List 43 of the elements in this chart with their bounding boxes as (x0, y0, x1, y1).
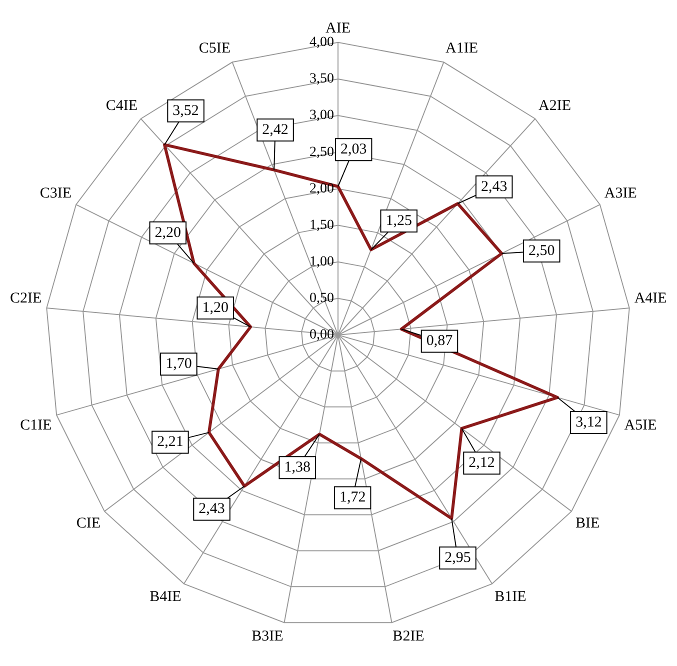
spoke-label: C2IE (10, 290, 42, 306)
spoke-label: CIE (76, 515, 101, 532)
data-label: 2,95 (444, 550, 471, 566)
spoke-label: B4IE (150, 588, 182, 605)
data-label: 1,38 (284, 460, 310, 476)
spoke-label: A5IE (624, 417, 657, 434)
spoke-label: C5IE (198, 40, 230, 56)
spoke-label: BIE (575, 515, 600, 532)
data-label: 1,25 (386, 212, 412, 229)
y-tick-label: 1,50 (310, 218, 334, 233)
y-tick-label: 0,50 (310, 291, 334, 306)
spoke-label: C1IE (20, 417, 52, 434)
data-label: 2,43 (480, 178, 508, 195)
y-tick-label: 4,00 (310, 35, 334, 50)
spoke-label: C3IE (40, 185, 72, 202)
data-label: 2,20 (154, 224, 182, 241)
data-label: 2,21 (157, 434, 184, 450)
y-tick-label: 2,50 (310, 144, 334, 160)
spoke-label: B2IE (392, 628, 424, 644)
data-label: 2,42 (262, 122, 288, 138)
data-label: 1,20 (202, 300, 228, 316)
data-label: 1,72 (339, 490, 366, 506)
y-tick-label: 2,00 (310, 181, 334, 196)
y-tick-label: 0,00 (310, 328, 334, 343)
data-label: 2,50 (528, 242, 555, 259)
spoke-label: A2IE (538, 98, 571, 114)
y-tick-label: 3,00 (310, 108, 334, 124)
data-label: 2,12 (468, 455, 495, 472)
y-tick-label: 3,50 (310, 72, 334, 87)
y-tick-label: 1,00 (310, 254, 334, 270)
spoke-label: AIE (326, 20, 350, 36)
data-label: 1,70 (166, 356, 192, 372)
spoke-label: B1IE (494, 588, 526, 605)
spoke-label: C4IE (106, 98, 138, 114)
data-label: 2,03 (340, 142, 367, 158)
data-label: 2,43 (198, 501, 225, 518)
spoke-label: B3IE (252, 628, 284, 644)
spoke-label: A1IE (446, 40, 478, 56)
spoke-label: A4IE (634, 290, 667, 306)
data-label: 3,52 (172, 102, 199, 119)
data-label: 0,87 (426, 333, 454, 350)
spoke-label: A3IE (604, 185, 637, 202)
data-label: 3,12 (576, 414, 602, 430)
